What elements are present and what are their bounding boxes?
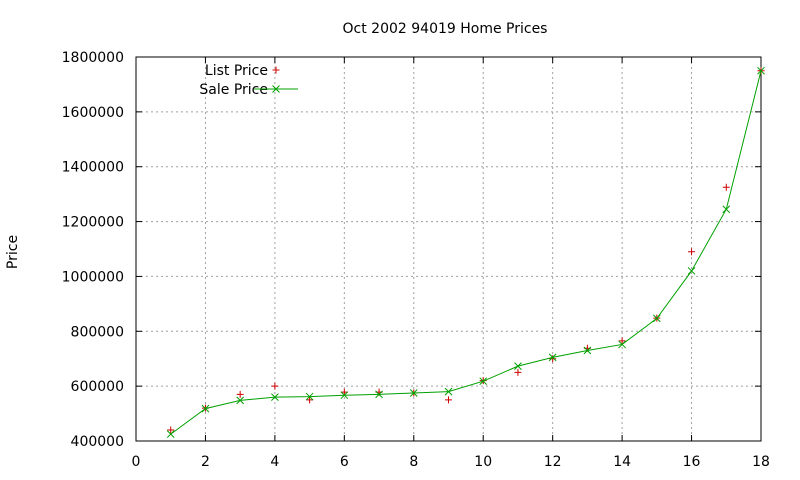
sale-price-point: [166, 430, 175, 438]
sale-price-point: [548, 353, 557, 362]
list-price-point: [722, 183, 730, 191]
chart-title: Oct 2002 94019 Home Prices: [343, 21, 548, 37]
legend-label-sale-price: Sale Price: [199, 82, 268, 98]
list-price-point: [236, 390, 244, 398]
list-price-point: [167, 426, 175, 434]
y-tick-label: 1800000: [62, 50, 124, 66]
sale-price-point: [444, 387, 453, 396]
sale-price-line: [170, 70, 762, 435]
sale-price-point: [409, 389, 418, 397]
grid-lines: [136, 57, 761, 441]
x-tick-label: 0: [132, 454, 141, 470]
list-price-point: [618, 337, 626, 345]
list-price-point: [306, 396, 314, 404]
x-tick-label: 4: [270, 454, 279, 470]
y-tick-label: 800000: [71, 324, 124, 340]
y-tick-label: 400000: [71, 434, 124, 450]
list-price-point: [514, 368, 522, 376]
sale-price-point: [305, 392, 314, 401]
x-tick-label: 6: [340, 454, 349, 470]
legend-marker-sale-price: [272, 85, 280, 93]
x-tick-label: 12: [544, 454, 562, 470]
sale-price-point: [201, 404, 210, 413]
y-tick-label: 1600000: [62, 105, 124, 121]
sale-price-point: [757, 66, 765, 75]
sale-price-series: [166, 66, 765, 438]
legend-marker-list-price: [272, 66, 280, 74]
sale-price-point: [479, 377, 488, 386]
y-axis-label: Price: [5, 235, 21, 269]
axes: [135, 56, 762, 442]
x-tick-label: 2: [201, 454, 210, 470]
sale-price-point: [722, 205, 731, 214]
legend: List Price Sale Price: [199, 63, 298, 98]
list-price-point: [271, 382, 279, 390]
x-tick-label: 10: [474, 454, 492, 470]
list-price-series: [167, 67, 765, 434]
sale-price-point: [514, 362, 522, 370]
list-price-point: [445, 396, 452, 404]
sale-price-point: [375, 390, 383, 399]
list-price-point: [549, 355, 557, 363]
sale-price-point: [340, 391, 349, 400]
tick-labels: 0 2 4 6 8 10 12 14 16 18 400000 600000 800000 1000000…: [62, 50, 770, 470]
sale-price-point: [271, 393, 279, 401]
y-tick-label: 1000000: [62, 269, 124, 285]
x-tick-label: 16: [683, 454, 701, 470]
list-price-point: [688, 248, 696, 256]
sale-price-point: [618, 340, 626, 349]
x-tick-label: 14: [613, 454, 631, 470]
sale-price-point: [236, 396, 245, 405]
y-tick-label: 600000: [71, 379, 124, 395]
y-tick-label: 1200000: [62, 215, 124, 231]
x-tick-label: 18: [752, 454, 770, 470]
plot-frame: [135, 56, 762, 442]
x-tick-label: 8: [409, 454, 418, 470]
legend-label-list-price: List Price: [205, 63, 268, 79]
sale-price-point: [583, 346, 592, 355]
y-tick-label: 1400000: [62, 160, 124, 176]
sale-price-point: [687, 267, 696, 275]
series-layer: [166, 66, 765, 438]
sale-price-point: [652, 314, 661, 323]
